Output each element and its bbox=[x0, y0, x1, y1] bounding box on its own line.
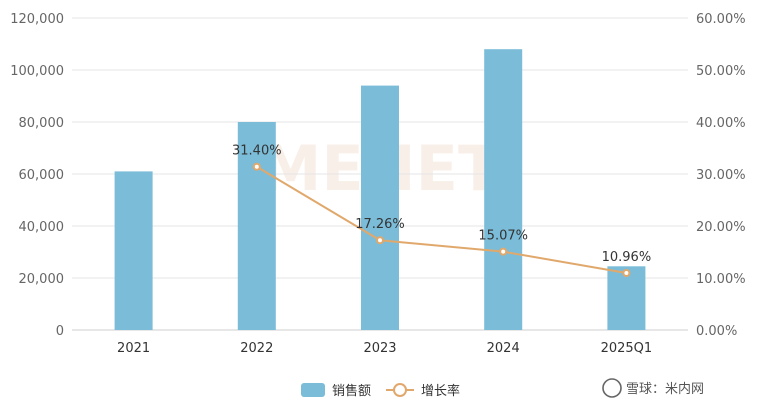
x-axis: 2021 2022 2023 2024 2025Q1 bbox=[117, 341, 652, 356]
left-tick-label: 100,000 bbox=[10, 64, 64, 79]
bar-2023 bbox=[361, 85, 399, 330]
x-tick-label: 2024 bbox=[487, 341, 520, 356]
right-tick-label: 40.00% bbox=[696, 116, 746, 131]
growth-point-2024 bbox=[499, 247, 508, 256]
growth-point-2025Q1 bbox=[622, 269, 631, 278]
x-tick-label: 2025Q1 bbox=[601, 341, 653, 356]
growth-data-label: 17.26% bbox=[355, 217, 405, 232]
legend: 销售额 增长率 bbox=[301, 383, 460, 399]
x-tick-label: 2022 bbox=[240, 341, 273, 356]
legend-line-label: 增长率 bbox=[421, 383, 460, 399]
right-tick-label: 20.00% bbox=[696, 220, 746, 235]
legend-bar-swatch bbox=[301, 383, 325, 397]
right-tick-label: 50.00% bbox=[696, 64, 746, 79]
left-tick-label: 120,000 bbox=[10, 12, 64, 27]
growth-rate-line bbox=[256, 165, 627, 274]
left-tick-label: 20,000 bbox=[19, 272, 65, 287]
growth-data-label: 15.07% bbox=[478, 229, 528, 244]
watermark-text: 雪球：米内网 bbox=[626, 381, 704, 397]
bar-2022 bbox=[237, 122, 276, 330]
x-tick-label: 2023 bbox=[363, 341, 396, 356]
line-series: 31.40% 17.26% 15.07% 10.96% bbox=[232, 144, 652, 278]
left-tick-label: 0 bbox=[56, 324, 64, 339]
right-tick-label: 30.00% bbox=[696, 168, 746, 183]
bar-2021 bbox=[114, 171, 153, 330]
growth-point-2023 bbox=[376, 236, 384, 245]
x-tick-label: 2021 bbox=[117, 341, 150, 356]
left-tick-label: 40,000 bbox=[19, 220, 65, 235]
growth-data-label: 31.40% bbox=[232, 144, 282, 159]
right-tick-label: 60.00% bbox=[696, 12, 746, 27]
left-y-axis: 0 20,000 40,000 60,000 80,000 100,000 120,000 bbox=[10, 12, 64, 339]
right-tick-label: 10.00% bbox=[696, 272, 746, 287]
growth-data-label: 10.96% bbox=[602, 250, 652, 265]
bar-2024 bbox=[484, 49, 523, 330]
right-y-axis: 0.00% 10.00% 20.00% 30.00% 40.00% 50.00% 60.00… bbox=[696, 12, 746, 339]
right-tick-label: 0.00% bbox=[696, 324, 737, 339]
left-tick-label: 80,000 bbox=[19, 116, 65, 131]
left-tick-label: 60,000 bbox=[19, 168, 65, 183]
watermark-logo-icon bbox=[602, 378, 622, 398]
legend-bar-label: 销售额 bbox=[332, 383, 371, 399]
bar-series bbox=[114, 49, 646, 330]
footer-watermark: 雪球：米内网 bbox=[602, 378, 704, 398]
legend-line-marker bbox=[393, 383, 407, 397]
growth-point-2022 bbox=[252, 162, 261, 171]
